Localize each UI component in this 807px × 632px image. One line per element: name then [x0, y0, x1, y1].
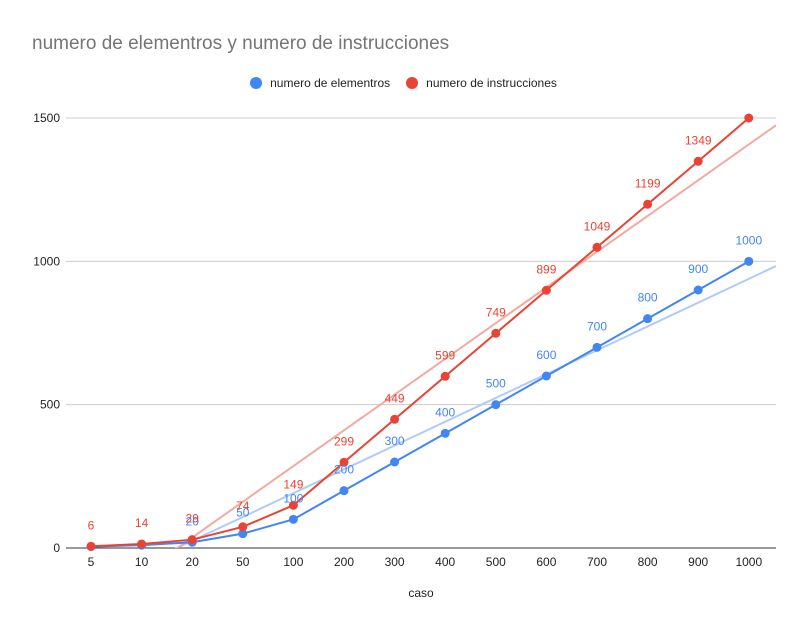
data-label: 149	[283, 477, 303, 491]
y-tick-label: 500	[40, 398, 60, 412]
data-label: 200	[334, 463, 354, 477]
x-tick-label: 200	[334, 555, 354, 569]
data-point	[137, 539, 147, 549]
data-label: 749	[486, 305, 506, 319]
data-label: 20	[186, 514, 200, 528]
data-point	[339, 486, 349, 496]
y-tick-label: 1500	[33, 111, 60, 125]
x-tick-label: 900	[688, 555, 708, 569]
x-tick-label: 100	[283, 555, 303, 569]
data-label: 899	[536, 262, 556, 276]
data-point	[592, 242, 602, 252]
x-tick-label: 50	[236, 555, 250, 569]
data-label: 300	[385, 434, 405, 448]
legend-dot-instrucciones	[406, 77, 419, 89]
data-point	[541, 285, 551, 295]
data-label: 1199	[635, 176, 661, 190]
data-point	[238, 522, 248, 532]
data-label: 14	[135, 516, 149, 530]
data-label: 800	[638, 291, 658, 305]
data-label: 900	[688, 262, 708, 276]
trendline	[175, 124, 776, 548]
data-point	[390, 457, 400, 467]
data-label: 74	[236, 499, 250, 513]
data-point	[693, 285, 703, 295]
data-point	[491, 400, 501, 410]
data-point	[238, 529, 248, 539]
data-label: 500	[486, 377, 506, 391]
data-label: 449	[385, 391, 405, 405]
legend-item-instrucciones[interactable]: numero de instrucciones	[406, 76, 557, 90]
data-point	[440, 371, 450, 381]
x-tick-label: 700	[587, 555, 607, 569]
x-tick-label: 800	[638, 555, 658, 569]
data-point	[541, 371, 551, 381]
x-tick-label: 600	[536, 555, 556, 569]
data-label: 6	[88, 518, 95, 532]
data-label: 700	[587, 319, 607, 333]
data-point	[390, 414, 400, 424]
series-line	[90, 260, 750, 548]
data-point	[440, 428, 450, 438]
data-point	[339, 457, 349, 467]
x-axis-title: caso	[408, 586, 434, 600]
data-label: 400	[435, 405, 455, 419]
data-label: 1349	[685, 133, 712, 147]
data-point	[288, 500, 298, 510]
x-tick-label: 10	[135, 555, 149, 569]
x-tick-label: 20	[186, 555, 200, 569]
chart-title: numero de elementros y numero de instruc…	[32, 33, 450, 54]
data-label: 50	[236, 506, 250, 520]
y-tick-label: 0	[53, 541, 60, 555]
data-label: 1000	[735, 233, 762, 247]
legend-label-instrucciones: numero de instrucciones	[426, 76, 557, 90]
data-point	[187, 535, 197, 545]
data-label: 600	[536, 348, 556, 362]
series-line	[90, 117, 750, 548]
data-point	[744, 113, 754, 123]
trendline	[174, 265, 776, 548]
x-tick-label: 400	[435, 555, 455, 569]
legend-item-elementros[interactable]: numero de elementros	[250, 76, 390, 90]
x-tick-label: 500	[486, 555, 506, 569]
data-point	[693, 156, 703, 166]
data-point	[86, 541, 96, 551]
legend-label-elementros: numero de elementros	[270, 76, 391, 90]
data-label: 29	[186, 512, 200, 526]
data-label: 1049	[584, 219, 611, 233]
x-tick-label: 300	[385, 555, 405, 569]
data-label: 299	[334, 434, 354, 448]
data-point	[744, 256, 754, 266]
y-tick-label: 1000	[33, 254, 60, 268]
data-point	[643, 314, 653, 324]
x-tick-label: 1000	[735, 555, 762, 569]
data-point	[491, 328, 501, 338]
data-label: 599	[435, 348, 455, 362]
legend: numero de elementros numero de instrucci…	[0, 76, 807, 90]
data-point	[592, 342, 602, 352]
x-tick-label: 5	[88, 555, 95, 569]
data-point	[643, 199, 653, 209]
legend-dot-elementros	[250, 77, 263, 89]
data-point	[288, 514, 298, 524]
data-label: 100	[283, 491, 303, 505]
